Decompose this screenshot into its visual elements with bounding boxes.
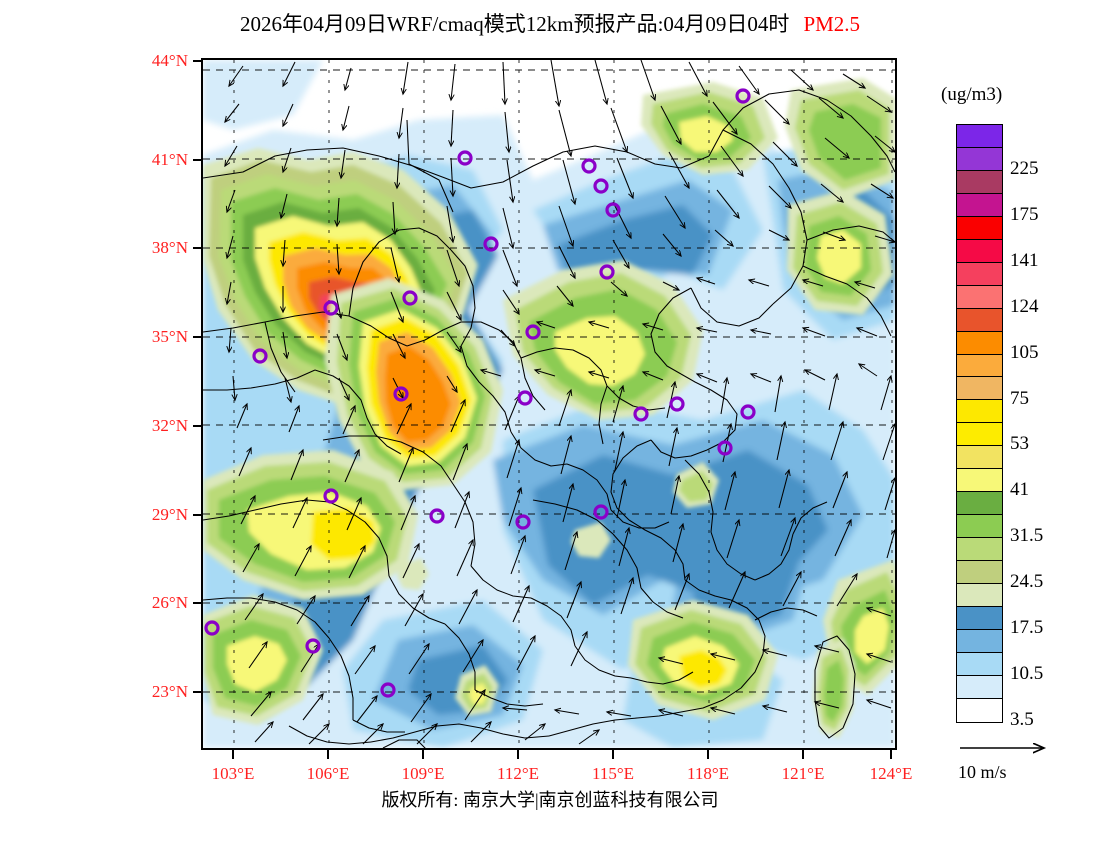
chart-title: 2026年04月09日WRF/cmaq模式12km预报产品:04月09日04时 P… [0, 8, 1100, 38]
city-marker[interactable] [204, 620, 220, 636]
colorbar-band [957, 629, 1002, 653]
city-marker[interactable] [483, 236, 499, 252]
colorbar-band [957, 675, 1002, 699]
city-marker[interactable] [717, 440, 733, 456]
x-tick-label: 112°E [496, 764, 540, 783]
city-marker[interactable] [429, 508, 445, 524]
colorbar-tick-label: 124 [1010, 295, 1039, 317]
colorbar-tick-label: 31.5 [1010, 525, 1044, 547]
colorbar-tick-label: 10.5 [1010, 663, 1044, 685]
x-tick-label: 103°E [211, 764, 255, 783]
colorbar-band [957, 515, 1002, 539]
colorbar-band [957, 354, 1002, 378]
city-marker[interactable] [735, 88, 751, 104]
colorbar-tick-label: 105 [1010, 341, 1039, 363]
y-tick-label: 41°N [151, 150, 188, 169]
city-marker[interactable] [380, 682, 396, 698]
city-marker[interactable] [593, 178, 609, 194]
colorbar-tick-label: 75 [1010, 387, 1029, 409]
title-species-label: PM2.5 [803, 12, 861, 36]
colorbar-band [957, 423, 1002, 447]
city-marker[interactable] [633, 406, 649, 422]
city-marker-group[interactable] [204, 88, 756, 698]
colorbar-tick-label: 225 [1010, 157, 1039, 179]
colorbar-band [957, 193, 1002, 217]
colorbar-band [957, 607, 1002, 630]
x-tick-label: 115°E [591, 764, 635, 783]
copyright-text: 版权所有: 南京大学|南京创蓝科技有限公司 [381, 790, 719, 810]
colorbar-band [957, 652, 1002, 676]
colorbar-band [957, 492, 1002, 516]
wind-vector-field [225, 60, 895, 745]
colorbar-band [957, 538, 1002, 562]
wind-scale-label: 10 m/s [958, 762, 1007, 782]
colorbar-tick-label: 41 [1010, 479, 1029, 501]
y-tick-label: 32°N [151, 416, 188, 435]
y-tick-label: 38°N [151, 238, 188, 257]
y-tick-label: 44°N [151, 51, 188, 70]
colorbar-tick-label: 53 [1010, 433, 1029, 455]
city-marker[interactable] [669, 396, 685, 412]
colorbar-band [957, 400, 1002, 424]
wind-scale-key: 10 m/s [958, 738, 1088, 788]
colorbar-band [957, 239, 1002, 263]
colorbar-band [957, 469, 1002, 493]
city-marker[interactable] [252, 348, 268, 364]
city-marker[interactable] [517, 390, 533, 406]
forecast-map-panel[interactable] [201, 58, 897, 750]
y-tick-label: 26°N [151, 593, 188, 612]
city-marker[interactable] [323, 300, 339, 316]
colorbar-tick-label: 175 [1010, 203, 1039, 225]
city-marker[interactable] [305, 638, 321, 654]
latlon-grid [203, 60, 895, 748]
city-marker[interactable] [740, 404, 756, 420]
city-marker[interactable] [593, 504, 609, 520]
city-marker[interactable] [605, 202, 621, 218]
colorbar-tick-label: 17.5 [1010, 617, 1044, 639]
y-tick-label: 29°N [151, 505, 188, 524]
colorbar[interactable] [956, 124, 1003, 723]
colorbar-units-label: (ug/m3) [941, 84, 1003, 105]
x-tick-label: 121°E [781, 764, 825, 783]
colorbar-band [957, 584, 1002, 608]
x-tick-label: 118°E [686, 764, 730, 783]
y-tick-label: 23°N [151, 682, 188, 701]
city-marker[interactable] [457, 150, 473, 166]
title-main-text: 2026年04月09日WRF/cmaq模式12km预报产品:04月09日04时 [239, 12, 790, 36]
colorbar-band [957, 446, 1002, 470]
colorbar-tick-label: 3.5 [1010, 709, 1034, 730]
colorbar-tick-label: 24.5 [1010, 571, 1044, 593]
colorbar-tick-label: 141 [1010, 249, 1039, 271]
colorbar-band [957, 147, 1002, 171]
city-marker[interactable] [393, 386, 409, 402]
city-marker[interactable] [581, 158, 597, 174]
city-marker[interactable] [525, 324, 541, 340]
x-tick-label: 124°E [869, 764, 913, 783]
colorbar-band [957, 308, 1002, 332]
colorbar-band [957, 216, 1002, 240]
colorbar-band [957, 285, 1002, 309]
map-concentration-field [203, 60, 895, 748]
colorbar-band [957, 377, 1002, 401]
wind-scale-arrow [960, 738, 1078, 760]
colorbar-band [957, 170, 1002, 194]
colorbar-band [957, 561, 1002, 585]
x-tick-label: 109°E [401, 764, 445, 783]
city-marker[interactable] [599, 264, 615, 280]
y-tick-label: 35°N [151, 327, 188, 346]
city-marker[interactable] [323, 488, 339, 504]
colorbar-band [957, 698, 1002, 722]
x-tick-label: 106°E [306, 764, 350, 783]
colorbar-band [957, 262, 1002, 286]
colorbar-band [957, 125, 1002, 148]
administrative-boundaries [203, 89, 895, 748]
city-marker[interactable] [402, 290, 418, 306]
city-marker[interactable] [515, 514, 531, 530]
colorbar-band [957, 331, 1002, 355]
